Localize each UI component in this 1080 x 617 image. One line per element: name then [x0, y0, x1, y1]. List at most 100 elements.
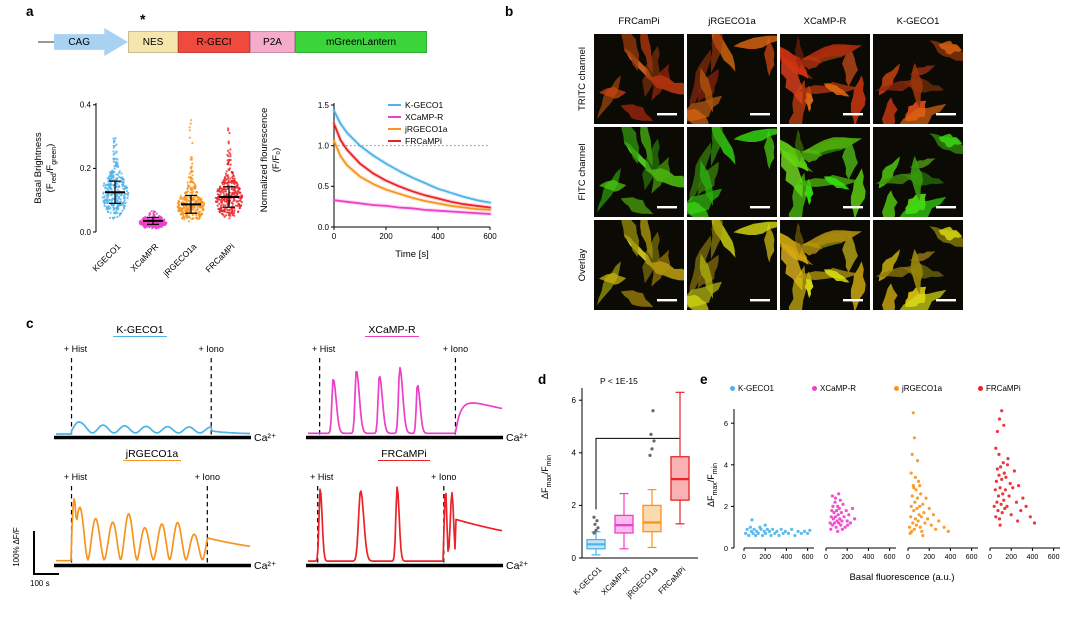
- micrograph-overlay-kgeco1: [873, 220, 963, 310]
- trace-title-text-xcampr: XCaMP-R: [365, 324, 419, 337]
- scatter-legend-item-jrgeco1a: jRGECO1a: [894, 384, 942, 393]
- construct-rgeci-label: R-GECI: [196, 36, 232, 48]
- svg-text:2: 2: [724, 502, 728, 511]
- svg-text:200: 200: [379, 232, 393, 241]
- trace-plot-frcampi: + Hist + Iono Ca²⁺: [306, 472, 528, 572]
- svg-text:600: 600: [802, 554, 814, 561]
- svg-text:400: 400: [431, 232, 445, 241]
- panel-d-label: d: [538, 372, 547, 387]
- basal-y-label-sub-green: green: [50, 146, 58, 165]
- panel-e-label: e: [700, 372, 708, 387]
- svg-text:4: 4: [724, 461, 728, 470]
- construct-nes-label: NES: [142, 36, 164, 48]
- svg-text:0.5: 0.5: [318, 182, 330, 191]
- micrograph-overlay-xcampr: [780, 220, 870, 310]
- scatter-legend-label-frcampi: FRCaMPi: [986, 384, 1021, 393]
- svg-text:0: 0: [742, 554, 746, 561]
- construct-diagram: CAG NES R-GECI P2A mGreenLantern: [38, 28, 427, 56]
- svg-text:K-GECO1: K-GECO1: [572, 565, 604, 597]
- svg-text:0: 0: [724, 544, 728, 553]
- construct-nes-box: NES: [128, 31, 178, 53]
- micrograph-tritc-kgeco1: [873, 34, 963, 124]
- basal-chart-y-axis-label: Basal Brightness (Fred/Fgreen): [33, 98, 61, 238]
- construct-p2a-label: P2A: [263, 36, 282, 48]
- panel-b-label: b: [505, 4, 514, 19]
- basal-y-label-part3: ): [45, 143, 56, 147]
- micrograph-row-label-overlay: Overlay: [577, 248, 588, 282]
- basal-y-label-line1: Basal Brightness: [33, 132, 44, 204]
- trace-title-frcampi: FRCaMPi: [354, 448, 454, 461]
- micrograph-column-header-xcampr: XCaMP-R: [803, 16, 847, 27]
- basal-brightness-beeswarm-chart: 0.0 0.2 0.4 KGECO1 XCaMPR jRGECO1a FRCaMPi: [80, 101, 244, 279]
- boxplot-y-label-part2: /F: [540, 466, 550, 475]
- svg-text:6: 6: [572, 396, 577, 405]
- micrograph-tritc-frcampi: [594, 34, 684, 124]
- scatter-legend-dot-xcampr: [812, 386, 817, 391]
- bleach-y-label-line2: (F/F₀): [271, 147, 282, 173]
- micrograph-fitc-frcampi: [594, 127, 684, 217]
- micrograph-tritc-jrgeco1a: [687, 34, 777, 124]
- svg-text:0: 0: [572, 554, 577, 563]
- svg-text:200: 200: [1005, 554, 1017, 561]
- svg-text:FRCaMPi: FRCaMPi: [203, 241, 236, 274]
- trace-plot-jrgeco1a: + Hist + Iono Ca²⁺: [54, 472, 276, 572]
- basal-y-label-line2: (Fred/Fgreen): [45, 98, 61, 238]
- construct-p2a-box: P2A: [250, 31, 295, 53]
- svg-text:1.5: 1.5: [318, 101, 330, 110]
- svg-text:+ Iono: + Iono: [443, 344, 468, 354]
- legend-label-kgeco1: K-GECO1: [405, 100, 444, 110]
- trace-title-xcampr: XCaMP-R: [342, 324, 442, 337]
- svg-text:Ca²⁺: Ca²⁺: [506, 432, 528, 444]
- svg-text:+ Hist: + Hist: [310, 472, 334, 482]
- boxplot-y-label-part1: ΔF: [540, 487, 550, 500]
- svg-text:2: 2: [572, 501, 577, 510]
- legend-line-xcampr: [388, 115, 401, 119]
- micrograph-row-label-fitc: FITC channel: [577, 143, 588, 201]
- scalebar-x-label: 100 s: [30, 579, 50, 588]
- bleach-y-label-line1: Normalized flourescence: [259, 107, 270, 213]
- svg-text:KGECO1: KGECO1: [90, 241, 122, 273]
- construct-mgreenlantern-box: mGreenLantern: [295, 31, 427, 53]
- trace-title-text-kgeco1: K-GECO1: [113, 324, 167, 337]
- svg-text:0.0: 0.0: [80, 228, 92, 237]
- trace-title-text-jrgeco1a: jRGECO1a: [122, 448, 182, 461]
- legend-label-jrgeco1a: jRGECO1a: [405, 124, 448, 134]
- trace-plot-kgeco1: + Hist + Iono Ca²⁺: [54, 344, 276, 444]
- construct-rgeci-box: R-GECI: [178, 31, 250, 53]
- svg-text:4: 4: [572, 449, 577, 458]
- svg-text:+ Iono: + Iono: [431, 472, 456, 482]
- micrograph-fitc-xcampr: [780, 127, 870, 217]
- scatter-legend-item-frcampi: FRCaMPi: [978, 384, 1021, 393]
- bleach-chart-legend: K-GECO1 XCaMP-R jRGECO1a FRCaMPi: [388, 99, 448, 147]
- svg-text:+ Hist: + Hist: [64, 344, 88, 354]
- trace-title-text-frcampi: FRCaMPi: [378, 448, 430, 461]
- basal-y-label-part2: /F: [45, 164, 56, 174]
- boxplot-pvalue-annotation: P < 1E-15: [600, 376, 638, 386]
- scatter-legend-label-xcampr: XCaMP-R: [820, 384, 857, 393]
- scalebar-horizontal: [33, 573, 59, 575]
- svg-text:600: 600: [483, 232, 497, 241]
- basal-y-label-sub-red: red: [50, 173, 58, 184]
- svg-text:600: 600: [966, 554, 978, 561]
- scatter-legend-label-jrgeco1a: jRGECO1a: [902, 384, 943, 393]
- svg-text:+ Iono: + Iono: [195, 472, 220, 482]
- trace-plot-xcampr: + Hist + Iono Ca²⁺: [306, 344, 528, 444]
- legend-item-frcampi: FRCaMPi: [388, 135, 448, 147]
- trace-title-jrgeco1a: jRGECO1a: [102, 448, 202, 461]
- svg-text:200: 200: [759, 554, 771, 561]
- micrograph-tritc-xcampr: [780, 34, 870, 124]
- scatter-legend-dot-jrgeco1a: [894, 386, 899, 391]
- svg-text:400: 400: [781, 554, 793, 561]
- svg-text:6: 6: [724, 419, 728, 428]
- bleach-chart-y-axis-label: Normalized flourescence (F/F₀): [259, 90, 283, 230]
- legend-line-kgeco1: [388, 103, 401, 107]
- svg-text:jRGECO1a: jRGECO1a: [161, 241, 199, 279]
- micrograph-row-label-tritc: TRITC channel: [577, 47, 588, 111]
- panel-c-label: c: [26, 316, 34, 331]
- svg-text:600: 600: [884, 554, 896, 561]
- svg-text:400: 400: [945, 554, 957, 561]
- svg-text:Ca²⁺: Ca²⁺: [506, 560, 528, 572]
- scatter-legend-item-xcampr: XCaMP-R: [812, 384, 856, 393]
- construct-backbone-line: [38, 41, 54, 43]
